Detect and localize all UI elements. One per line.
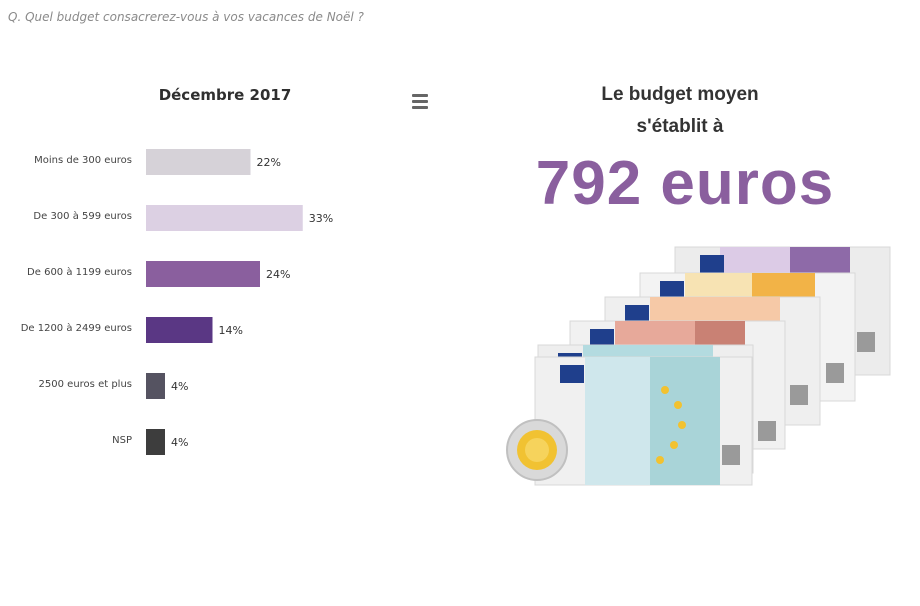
survey-question: Q. Quel budget consacrerez-vous à vos va… <box>8 10 364 24</box>
category-label: De 1200 à 2499 euros <box>21 322 132 334</box>
summary-line-1: Le budget moyen <box>601 84 759 105</box>
category-label: Moins de 300 euros <box>34 155 132 166</box>
bar[interactable] <box>146 429 165 455</box>
2-euro-coin <box>506 419 568 481</box>
bar[interactable] <box>146 317 213 343</box>
bar[interactable] <box>146 149 251 175</box>
chart-title: Décembre 2017 <box>158 86 292 104</box>
bar[interactable] <box>146 261 260 287</box>
data-label: 14% <box>219 324 243 337</box>
bar-chart: Moins de 300 euros 22% De 300 à 599 euros 3… <box>21 149 333 455</box>
data-label: 24% <box>266 268 290 281</box>
banknote-20-front <box>534 356 753 486</box>
data-label: 33% <box>309 212 333 225</box>
summary-line-2: s'établit à <box>636 116 724 137</box>
menu-line <box>412 100 428 103</box>
bar[interactable] <box>146 205 303 231</box>
category-label: 2500 euros et plus <box>39 379 132 390</box>
euro-banknotes-illustration <box>506 246 891 486</box>
category-label: NSP <box>112 435 132 446</box>
average-budget-value: 792 euros <box>535 149 835 218</box>
bar[interactable] <box>146 373 165 399</box>
menu-line <box>412 94 428 97</box>
category-label: De 300 à 599 euros <box>33 210 132 222</box>
data-label: 22% <box>257 156 281 169</box>
menu-line <box>412 106 428 109</box>
category-label: De 600 à 1199 euros <box>27 266 132 278</box>
data-label: 4% <box>171 436 188 449</box>
data-label: 4% <box>171 380 188 393</box>
hamburger-menu-icon[interactable] <box>408 94 432 112</box>
